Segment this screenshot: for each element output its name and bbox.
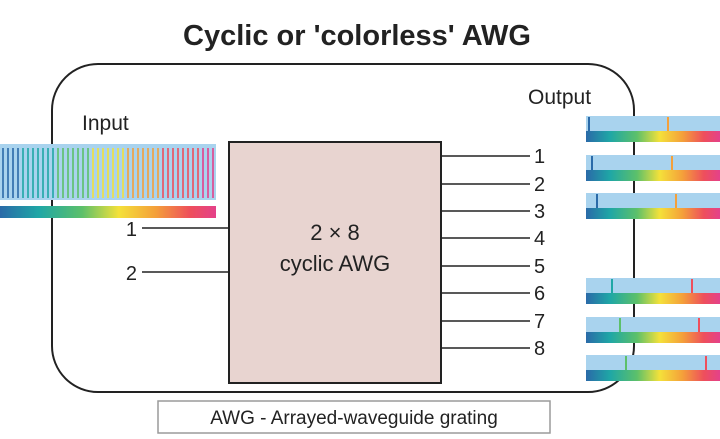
output-port-5: 5 bbox=[441, 256, 545, 278]
output-label: Output bbox=[528, 86, 591, 109]
output-strip-background bbox=[586, 278, 720, 293]
input-port-2-label: 2 bbox=[126, 263, 137, 285]
output-strip-background bbox=[586, 155, 720, 170]
output-port-2: 2 bbox=[441, 174, 545, 196]
output-strip-background bbox=[586, 193, 720, 208]
caption-box bbox=[157, 400, 551, 434]
output-strip-spectrum bbox=[586, 131, 720, 142]
output-spectrum-strip bbox=[586, 116, 720, 142]
output-port-5-label: 5 bbox=[534, 256, 545, 278]
output-port-6-label: 6 bbox=[534, 283, 545, 305]
input-port-1-label: 1 bbox=[126, 219, 137, 241]
output-strip-background bbox=[586, 355, 720, 370]
output-spectrum-strip bbox=[586, 278, 720, 304]
output-spectrum-strip bbox=[586, 193, 720, 219]
caption-text: AWG - Arrayed-waveguide grating bbox=[210, 408, 498, 429]
output-spectra bbox=[586, 116, 720, 381]
device-label-line2: cyclic AWG bbox=[280, 251, 390, 276]
enclosure-frame bbox=[51, 63, 635, 393]
output-port-7: 7 bbox=[441, 311, 545, 333]
device-label-line1: 2 × 8 bbox=[310, 220, 360, 245]
input-label: Input bbox=[82, 112, 129, 135]
output-port-1-label: 1 bbox=[534, 146, 545, 168]
output-spectrum-strip bbox=[586, 155, 720, 181]
input-comb-lines bbox=[2, 148, 214, 198]
output-port-3-label: 3 bbox=[534, 201, 545, 223]
output-port-7-label: 7 bbox=[534, 311, 545, 333]
input-port-1: 1 bbox=[126, 219, 229, 241]
output-port-8: 8 bbox=[441, 338, 545, 360]
output-port-4-label: 4 bbox=[534, 228, 545, 250]
output-spectrum-strip bbox=[586, 355, 720, 381]
input-spectrum bbox=[0, 144, 216, 218]
output-strip-spectrum bbox=[586, 370, 720, 381]
output-port-3: 3 bbox=[441, 201, 545, 223]
input-port-2: 2 bbox=[126, 263, 229, 285]
output-port-2-label: 2 bbox=[534, 174, 545, 196]
awg-device-box bbox=[228, 141, 442, 384]
output-port-6: 6 bbox=[441, 283, 545, 305]
output-port-4: 4 bbox=[441, 228, 545, 250]
output-strip-background bbox=[586, 116, 720, 131]
output-port-8-label: 8 bbox=[534, 338, 545, 360]
diagram-title: Cyclic or 'colorless' AWG bbox=[183, 20, 531, 52]
output-strip-spectrum bbox=[586, 170, 720, 181]
output-spectrum-strip bbox=[586, 317, 720, 343]
input-spectrum-bar bbox=[0, 206, 216, 218]
output-strip-spectrum bbox=[586, 208, 720, 219]
output-strip-spectrum bbox=[586, 332, 720, 343]
output-port-1: 1 bbox=[441, 146, 545, 168]
output-strip-spectrum bbox=[586, 293, 720, 304]
